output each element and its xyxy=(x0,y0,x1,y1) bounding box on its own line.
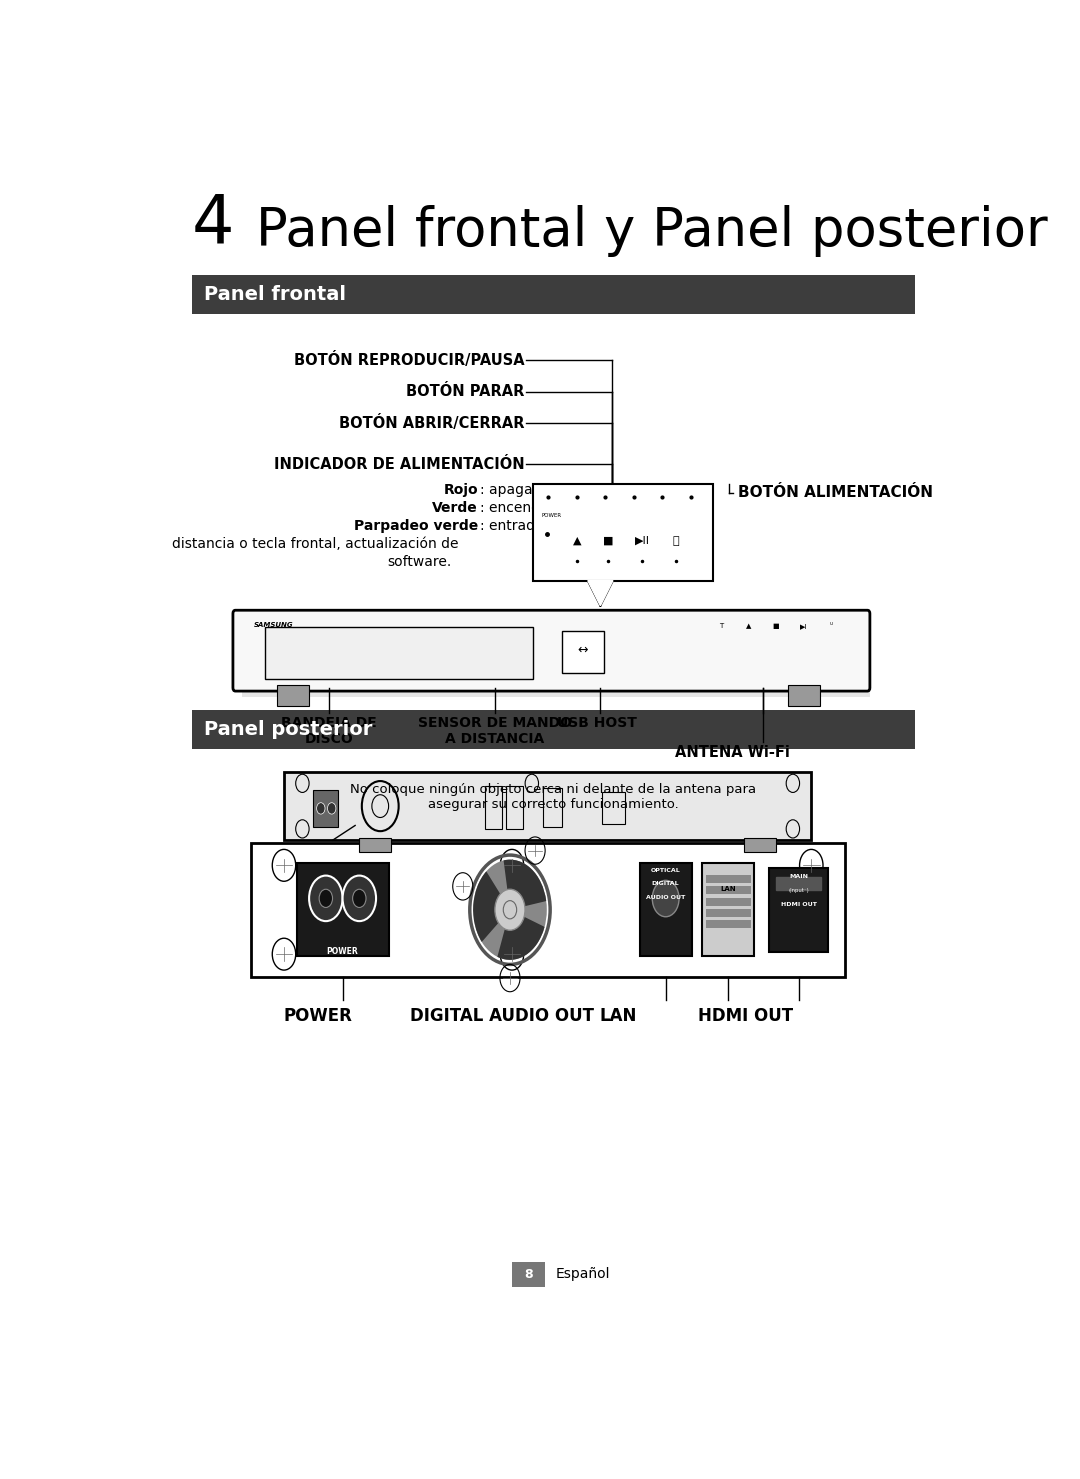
Text: Parpadeo verde: Parpadeo verde xyxy=(354,519,478,532)
Text: ▶I: ▶I xyxy=(800,623,808,629)
Text: BANDEJA DE
DISCO: BANDEJA DE DISCO xyxy=(281,716,377,747)
Text: INDICADOR DE ALIMENTACIÓN: INDICADOR DE ALIMENTACIÓN xyxy=(273,457,524,472)
Circle shape xyxy=(342,876,376,921)
Bar xyxy=(505,785,523,828)
Polygon shape xyxy=(588,581,613,606)
Bar xyxy=(769,868,828,952)
Polygon shape xyxy=(777,877,822,890)
Bar xyxy=(534,484,714,581)
Text: Panel posterior: Panel posterior xyxy=(204,720,372,740)
Text: SAMSUNG: SAMSUNG xyxy=(254,621,294,627)
Bar xyxy=(788,685,820,705)
Text: (Input⁻): (Input⁻) xyxy=(788,887,809,893)
Bar xyxy=(360,839,391,852)
Wedge shape xyxy=(473,871,510,942)
Text: HDMI OUT: HDMI OUT xyxy=(781,902,816,907)
Text: 8: 8 xyxy=(524,1268,532,1281)
Text: ᵁ: ᵁ xyxy=(829,623,833,629)
Text: ANTENA Wi-Fi: ANTENA Wi-Fi xyxy=(675,744,789,760)
Text: ↔: ↔ xyxy=(578,645,588,657)
Wedge shape xyxy=(503,859,546,910)
Text: BOTÓN PARAR: BOTÓN PARAR xyxy=(406,385,524,399)
Bar xyxy=(706,876,751,883)
Bar xyxy=(706,920,751,929)
Bar xyxy=(297,864,389,957)
Text: SENSOR DE MANDO
A DISTANCIA: SENSOR DE MANDO A DISTANCIA xyxy=(418,716,572,747)
Text: software.: software. xyxy=(388,556,451,569)
Text: 4: 4 xyxy=(192,191,234,257)
Bar xyxy=(744,839,777,852)
Bar xyxy=(313,790,338,827)
Circle shape xyxy=(327,803,336,813)
Text: HDMI OUT: HDMI OUT xyxy=(699,1007,794,1025)
FancyBboxPatch shape xyxy=(233,611,869,691)
Circle shape xyxy=(320,889,333,908)
Bar xyxy=(192,710,915,750)
Text: ⏻: ⏻ xyxy=(673,535,679,546)
Bar xyxy=(192,275,915,314)
Wedge shape xyxy=(498,910,544,960)
Bar xyxy=(639,864,691,957)
Text: BOTÓN REPRODUCIR/PAUSA: BOTÓN REPRODUCIR/PAUSA xyxy=(294,352,524,368)
Text: : apagado: : apagado xyxy=(480,482,550,497)
Circle shape xyxy=(652,880,679,917)
Bar xyxy=(512,1262,545,1287)
Text: POWER: POWER xyxy=(542,513,562,518)
Bar xyxy=(706,886,751,895)
Text: POWER: POWER xyxy=(283,1007,352,1025)
Bar xyxy=(485,785,501,828)
Bar xyxy=(543,788,562,827)
Text: BOTÓN ALIMENTACIÓN: BOTÓN ALIMENTACIÓN xyxy=(738,485,933,500)
Bar xyxy=(242,685,869,697)
Text: Panel frontal y Panel posterior: Panel frontal y Panel posterior xyxy=(256,206,1048,257)
Text: Verde: Verde xyxy=(432,501,478,515)
Text: DIGITAL: DIGITAL xyxy=(652,881,679,886)
Bar xyxy=(265,627,532,679)
Text: Rojo: Rojo xyxy=(444,482,478,497)
Circle shape xyxy=(309,876,342,921)
Text: ▶II: ▶II xyxy=(635,535,650,546)
Circle shape xyxy=(495,889,525,930)
Text: : encendido: : encendido xyxy=(480,501,562,515)
Text: LAN: LAN xyxy=(599,1007,636,1025)
Bar xyxy=(706,910,751,917)
Text: POWER: POWER xyxy=(327,948,359,957)
Bar xyxy=(602,793,625,824)
Text: AUDIO OUT: AUDIO OUT xyxy=(646,895,686,899)
Text: USB HOST: USB HOST xyxy=(557,716,637,731)
Text: MAIN: MAIN xyxy=(789,874,808,880)
Bar xyxy=(562,630,604,673)
Text: T: T xyxy=(719,623,723,629)
Text: Panel frontal: Panel frontal xyxy=(204,285,346,305)
Text: No coloque ningún objeto cerca ni delante de la antena para
asegurar su correcto: No coloque ningún objeto cerca ni delant… xyxy=(350,784,757,812)
Text: distancia o tecla frontal, actualización de: distancia o tecla frontal, actualización… xyxy=(172,537,458,552)
Circle shape xyxy=(316,803,325,813)
Text: BOTÓN ABRIR/CERRAR: BOTÓN ABRIR/CERRAR xyxy=(339,416,524,432)
Text: DIGITAL AUDIO OUT: DIGITAL AUDIO OUT xyxy=(409,1007,594,1025)
Bar xyxy=(251,843,845,978)
Text: Español: Español xyxy=(555,1268,610,1281)
Text: ▲: ▲ xyxy=(746,623,752,629)
Text: LAN: LAN xyxy=(720,886,737,892)
Bar xyxy=(702,864,754,957)
Circle shape xyxy=(473,859,546,960)
Circle shape xyxy=(352,889,366,908)
Text: ▲: ▲ xyxy=(572,535,581,546)
Bar xyxy=(706,898,751,905)
Text: : entrada de mando a: : entrada de mando a xyxy=(480,519,631,532)
Text: ■: ■ xyxy=(603,535,613,546)
Text: OPTICAL: OPTICAL xyxy=(651,868,680,873)
Bar xyxy=(278,685,309,705)
Text: ■: ■ xyxy=(773,623,780,629)
Bar xyxy=(284,772,811,840)
